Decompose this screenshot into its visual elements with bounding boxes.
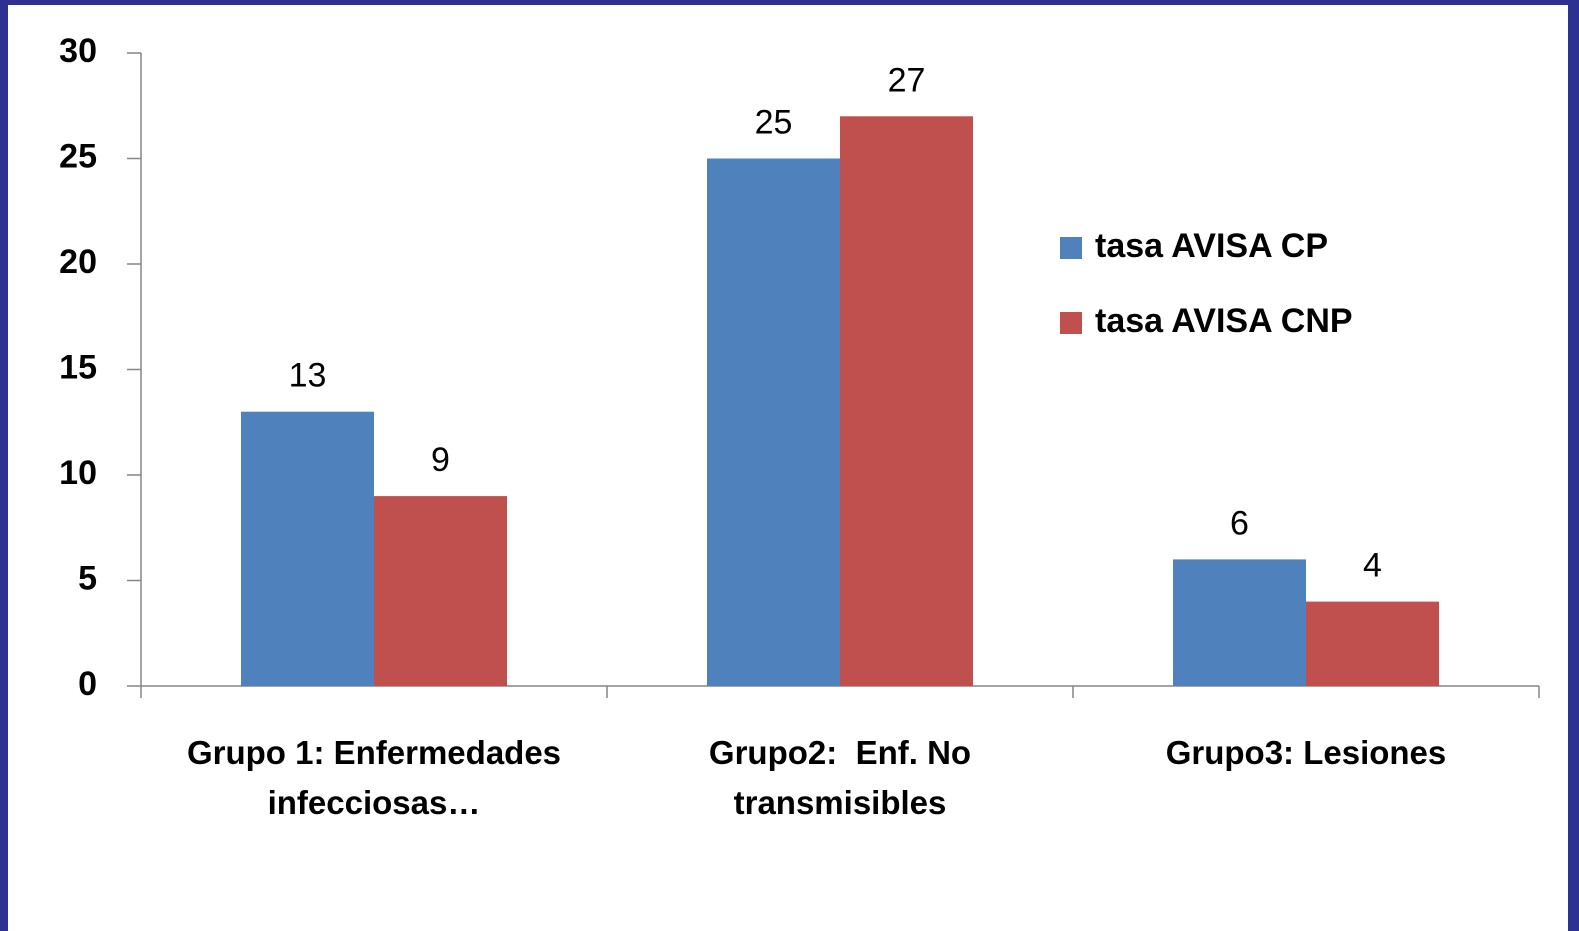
bar [840,116,973,687]
x-tick-label: Grupo 1: Enfermedades infecciosas… [186,734,571,821]
data-label: 9 [431,441,450,479]
x-tick-label: Grupo3: Lesiones [1165,734,1447,771]
legend-label: tasa AVISA CNP [1095,302,1353,340]
data-label: 25 [755,103,793,141]
data-label: 13 [289,357,327,395]
y-tick-label: 5 [78,559,97,597]
data-label: 27 [888,61,926,99]
data-label: 6 [1230,504,1249,542]
y-tick-label: 25 [59,137,97,175]
data-label: 4 [1363,547,1382,585]
legend-swatch [1060,237,1082,259]
legend-label: tasa AVISA CP [1095,227,1328,265]
y-tick-label: 20 [59,243,97,281]
bar [1173,559,1306,686]
bar [707,158,840,686]
y-tick-label: 0 [78,665,97,703]
y-tick-label: 10 [59,454,97,492]
y-tick-label: 30 [59,32,97,70]
bar [374,496,507,686]
y-tick-label: 15 [59,348,97,386]
x-tick-label: Grupo2: Enf. No transmisibles [708,734,981,821]
bar [241,411,374,686]
legend-swatch [1060,312,1082,334]
bar [1306,601,1439,686]
